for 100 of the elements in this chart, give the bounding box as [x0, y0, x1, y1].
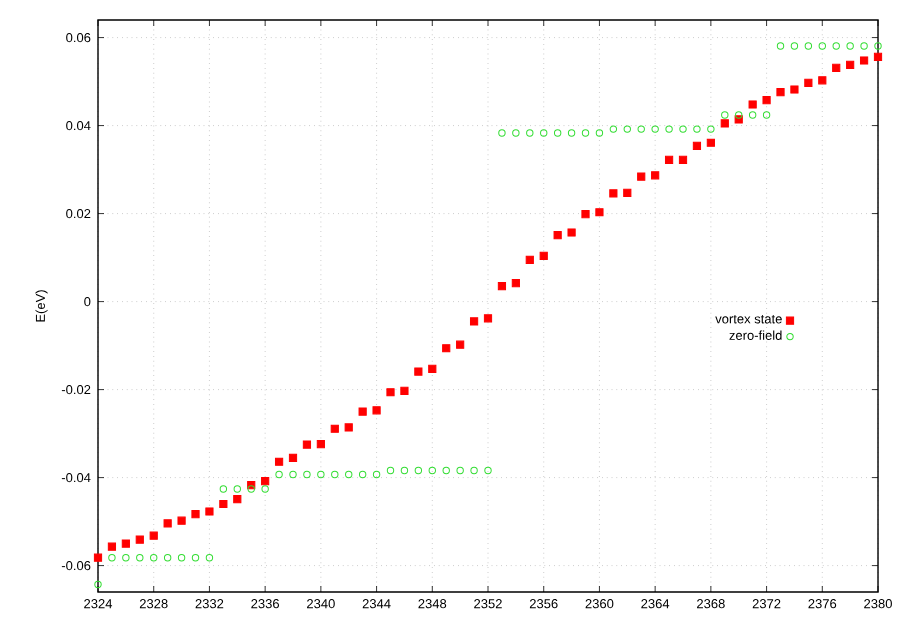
point [289, 470, 297, 479]
point [219, 499, 228, 509]
point [790, 42, 799, 50]
point [776, 88, 785, 97]
point [664, 155, 674, 165]
point [581, 209, 590, 219]
point [651, 125, 659, 133]
point [344, 423, 353, 432]
point [483, 314, 493, 323]
point [219, 485, 228, 493]
point [651, 171, 660, 180]
point [261, 485, 269, 493]
point [330, 424, 339, 433]
point [121, 539, 130, 548]
point [470, 466, 478, 475]
point [609, 125, 618, 133]
point [762, 95, 771, 105]
point [386, 466, 395, 475]
point [804, 78, 813, 88]
point [707, 125, 715, 133]
point [108, 553, 116, 562]
point [331, 470, 339, 479]
point [860, 42, 868, 50]
point [372, 470, 381, 479]
point [150, 553, 158, 562]
point [414, 367, 423, 376]
point [859, 56, 869, 65]
point [316, 440, 325, 449]
point [233, 485, 241, 493]
point [163, 553, 172, 562]
point [497, 282, 507, 291]
point [512, 129, 520, 137]
point [609, 189, 618, 198]
point [400, 466, 409, 475]
point [665, 125, 673, 133]
point [163, 519, 172, 528]
point [428, 364, 437, 374]
point [623, 125, 631, 133]
point [122, 553, 130, 562]
point [790, 85, 799, 94]
point [874, 42, 882, 50]
point [720, 119, 729, 128]
point [345, 470, 353, 479]
point [107, 542, 117, 551]
point [400, 386, 409, 396]
point [303, 470, 311, 479]
point [205, 507, 214, 516]
point [456, 466, 464, 475]
point [317, 470, 325, 479]
point [540, 129, 548, 137]
point [776, 42, 785, 50]
point [511, 279, 520, 288]
point [804, 42, 813, 50]
point [358, 407, 367, 416]
point [678, 155, 688, 165]
point [442, 344, 451, 353]
point [637, 125, 645, 133]
point [358, 470, 367, 479]
point [149, 531, 158, 540]
point [748, 111, 757, 119]
point [567, 228, 576, 237]
point [595, 129, 604, 137]
point [177, 553, 186, 562]
point [567, 129, 576, 137]
point [136, 553, 144, 562]
point [553, 231, 562, 240]
point [679, 125, 687, 133]
point [274, 457, 284, 466]
point [302, 440, 312, 449]
point [469, 317, 479, 326]
point [873, 52, 883, 62]
point [205, 553, 214, 562]
point [581, 129, 590, 137]
point [428, 466, 436, 475]
point [623, 188, 632, 198]
point [93, 553, 103, 562]
point [414, 466, 423, 475]
point [191, 553, 200, 562]
point [553, 129, 562, 137]
point [762, 111, 771, 119]
point [706, 138, 715, 147]
point [177, 516, 186, 525]
point [135, 535, 144, 544]
point [721, 111, 729, 119]
point [525, 255, 534, 264]
point [637, 172, 646, 181]
point [818, 76, 827, 85]
point [846, 42, 854, 50]
point [818, 42, 826, 50]
point [372, 406, 381, 415]
point [526, 129, 534, 137]
point [275, 470, 283, 479]
point [693, 125, 701, 133]
point [539, 251, 548, 260]
point [94, 580, 102, 589]
point [484, 466, 492, 475]
point [846, 60, 855, 69]
point [456, 340, 465, 349]
point [832, 42, 840, 50]
point [288, 453, 298, 462]
